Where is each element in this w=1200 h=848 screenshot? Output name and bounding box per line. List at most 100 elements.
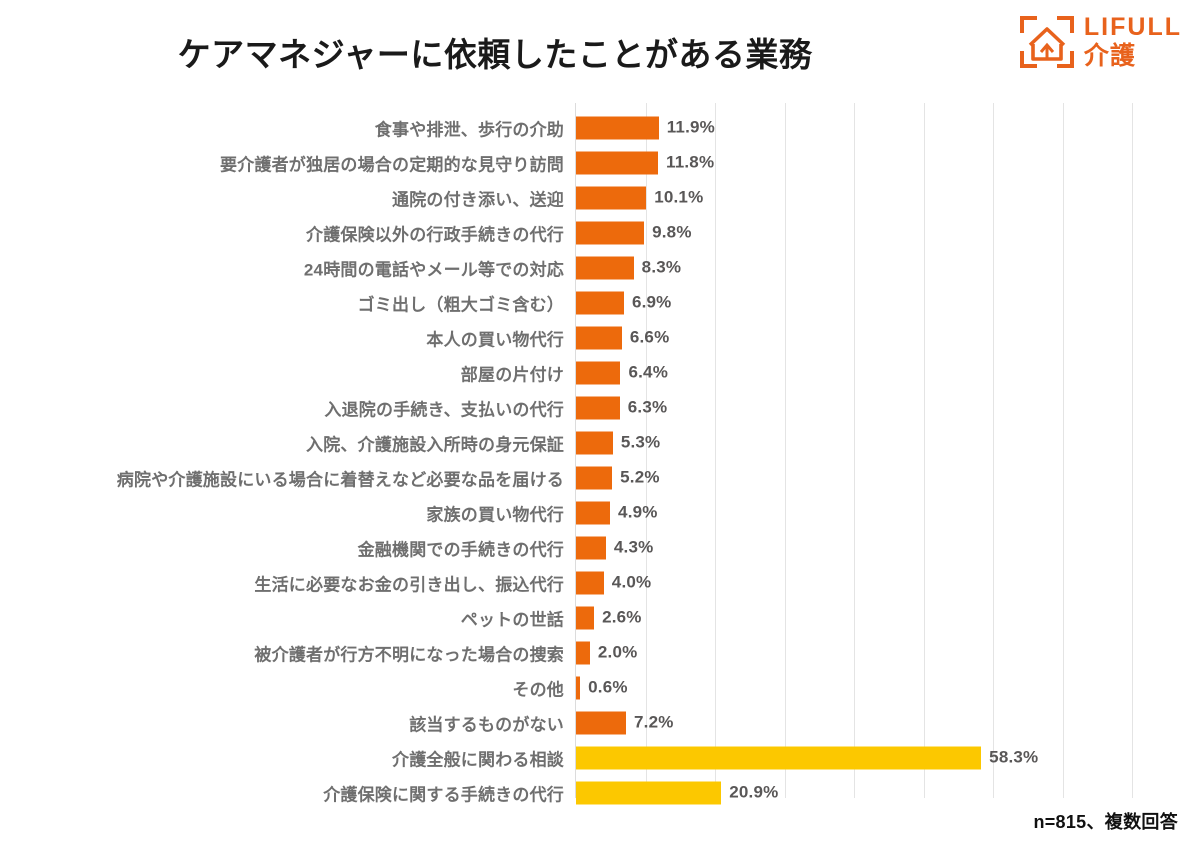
bar-row: 家族の買い物代行 4.9% [0, 495, 1200, 530]
bar [576, 326, 622, 349]
bar-value-label: 6.9% [631, 292, 672, 312]
bar-row: 食事や排泄、歩行の介助 11.9% [0, 110, 1200, 145]
logo-subtitle: 介護 [1083, 42, 1136, 70]
bar [576, 746, 982, 769]
bar-wrapper: 11.9% [576, 116, 715, 139]
category-label: 介護保険に関する手続きの代行 [323, 785, 564, 804]
category-label: その他 [512, 680, 564, 699]
bar-row: 介護全般に関わる相談 58.3% [0, 740, 1200, 775]
bar-row: 該当するものがない 7.2% [0, 705, 1200, 740]
bar-row: 病院や介護施設にいる場合に着替えなど必要な品を届ける 5.2% [0, 460, 1200, 495]
bar-wrapper: 6.3% [576, 396, 667, 419]
bar-row: 生活に必要なお金の引き出し、振込代行 4.0% [0, 565, 1200, 600]
bar [576, 291, 624, 314]
bar-wrapper: 6.9% [576, 291, 672, 314]
bar-wrapper: 4.0% [576, 571, 651, 594]
bar-wrapper: 7.2% [576, 711, 674, 734]
category-label: 金融機関での手続きの代行 [357, 540, 564, 559]
category-label: 病院や介護施設にいる場合に着替えなど必要な品を届ける [116, 470, 564, 489]
bar-row: 本人の買い物代行 6.6% [0, 320, 1200, 355]
category-label: 要介護者が独居の場合の定期的な見守り訪問 [220, 155, 564, 174]
bar-value-label: 11.8% [666, 152, 715, 172]
bar-wrapper: 58.3% [576, 746, 1038, 769]
category-label: 被介護者が行方不明になった場合の捜索 [254, 645, 564, 664]
sample-size-note: n=815、複数回答 [1033, 812, 1178, 832]
bar-wrapper: 10.1% [576, 186, 703, 209]
bar-wrapper: 5.3% [576, 431, 660, 454]
bar-row: その他 0.6% [0, 670, 1200, 705]
category-label: 入院、介護施設入所時の身元保証 [306, 435, 564, 454]
bar-value-label: 58.3% [989, 747, 1039, 767]
category-label: ペットの世話 [460, 610, 564, 629]
bar-value-label: 4.3% [613, 537, 654, 557]
bar-row: 被介護者が行方不明になった場合の捜索 2.0% [0, 635, 1200, 670]
bar-value-label: 0.6% [588, 677, 628, 697]
category-label: 24時間の電話やメール等での対応 [303, 260, 564, 279]
category-label: 生活に必要なお金の引き出し、振込代行 [254, 575, 564, 594]
category-label: 通院の付き添い、送迎 [392, 190, 564, 209]
category-label: 家族の買い物代行 [426, 505, 564, 524]
category-label: 介護保険以外の行政手続きの代行 [306, 225, 564, 244]
bar-value-label: 4.0% [611, 572, 652, 592]
bar-row: ゴミ出し（粗大ゴミ含む） 6.9% [0, 285, 1200, 320]
bar [576, 781, 722, 804]
bar-value-label: 6.3% [627, 397, 668, 417]
bar-chart-plot: 食事や排泄、歩行の介助 11.9% 要介護者が独居の場合の定期的な見守り訪問 11.8… [0, 98, 1200, 804]
bar-wrapper: 9.8% [576, 221, 692, 244]
bar-wrapper: 0.6% [576, 676, 628, 699]
bar-wrapper: 4.9% [576, 501, 658, 524]
bar-wrapper: 4.3% [576, 536, 653, 559]
category-label: ゴミ出し（粗大ゴミ含む） [357, 295, 564, 314]
bar-wrapper: 2.6% [576, 606, 642, 629]
bar [576, 116, 659, 139]
lifull-kaigo-logo: LIFULL 介護 [1019, 14, 1182, 70]
category-label: 介護全般に関わる相談 [392, 750, 564, 769]
logo-wordmark: LIFULL [1083, 13, 1182, 41]
bar [576, 151, 658, 174]
bar [576, 501, 611, 524]
bar-wrapper: 6.4% [576, 361, 668, 384]
category-label: 入退院の手続き、支払いの代行 [324, 400, 564, 419]
bar-value-label: 8.3% [641, 257, 682, 277]
category-label: 食事や排泄、歩行の介助 [374, 120, 564, 139]
bar-wrapper: 5.2% [576, 466, 660, 489]
bar-value-label: 2.0% [597, 642, 638, 662]
bar-wrapper: 8.3% [576, 256, 681, 279]
bar-wrapper: 11.8% [576, 151, 714, 174]
bar [576, 711, 627, 734]
bar [576, 571, 604, 594]
category-label: 該当するものがない [409, 715, 564, 734]
bar [576, 466, 613, 489]
bar [576, 186, 647, 209]
bar-row: 入退院の手続き、支払いの代行 6.3% [0, 390, 1200, 425]
bar [576, 361, 621, 384]
house-bracket-icon [1019, 14, 1075, 70]
bar-wrapper: 6.6% [576, 326, 669, 349]
category-label: 本人の買い物代行 [426, 330, 564, 349]
bar-wrapper: 20.9% [576, 781, 778, 804]
bar-row: 要介護者が独居の場合の定期的な見守り訪問 11.8% [0, 145, 1200, 180]
logo-text: LIFULL 介護 [1084, 15, 1182, 69]
page-title: ケアマネジャーに依頼したことがある業務 [177, 36, 813, 73]
bar-value-label: 5.2% [620, 467, 660, 487]
bar-value-label: 6.6% [629, 327, 670, 347]
bar-value-label: 5.3% [620, 432, 661, 452]
bar [576, 221, 645, 244]
bar-value-label: 6.4% [628, 362, 669, 382]
bar-row: ペットの世話 2.6% [0, 600, 1200, 635]
bar-value-label: 9.8% [652, 222, 692, 242]
bar [576, 431, 613, 454]
bar-value-label: 11.9% [666, 117, 715, 137]
bar-value-label: 7.2% [634, 712, 674, 732]
bar [576, 641, 590, 664]
bar-wrapper: 2.0% [576, 641, 637, 664]
bar [576, 676, 581, 699]
bar-row: 介護保険に関する手続きの代行 20.9% [0, 775, 1200, 810]
bar-row: 金融機関での手続きの代行 4.3% [0, 530, 1200, 565]
bar-value-label: 20.9% [729, 782, 779, 802]
bar [576, 396, 620, 419]
bar-row: 介護保険以外の行政手続きの代行 9.8% [0, 215, 1200, 250]
bar-row: 入院、介護施設入所時の身元保証 5.3% [0, 425, 1200, 460]
bar-row: 24時間の電話やメール等での対応 8.3% [0, 250, 1200, 285]
bar-value-label: 10.1% [654, 187, 704, 207]
